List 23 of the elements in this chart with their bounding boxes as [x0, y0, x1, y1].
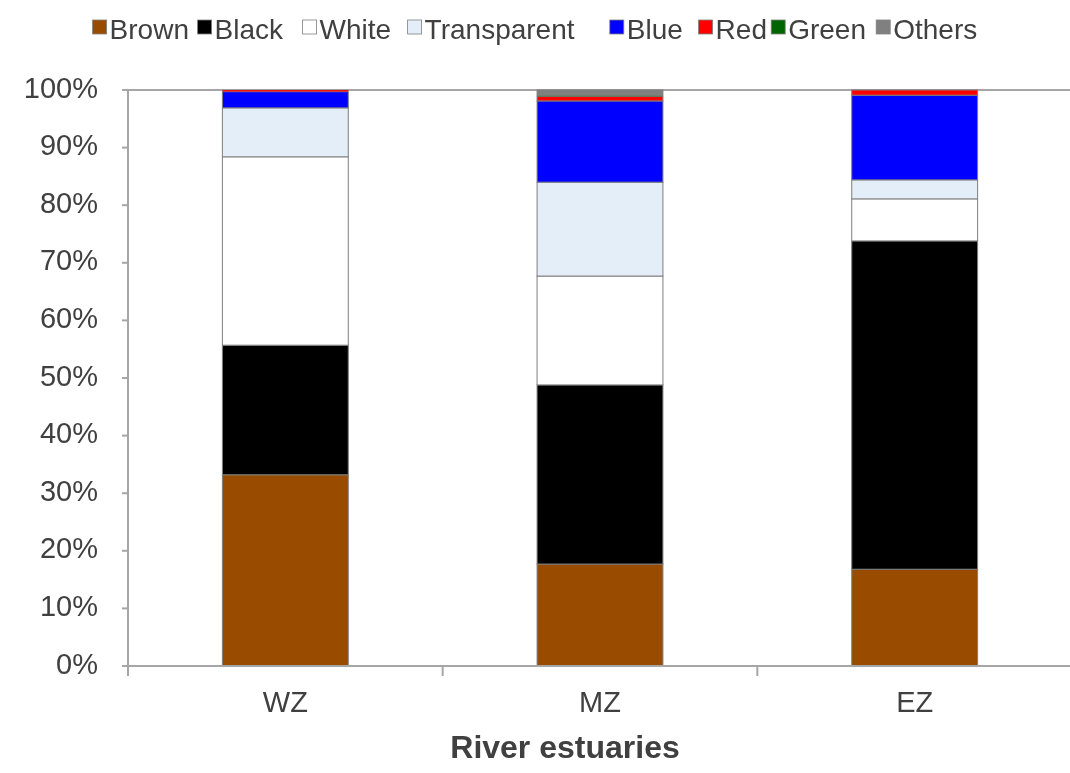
y-tick-label: 80%	[39, 186, 98, 219]
x-tick-label: WZ	[262, 686, 308, 718]
y-tick-label: 20%	[39, 532, 98, 565]
y-tick-label: 100%	[23, 71, 98, 104]
legend-label: White	[319, 14, 392, 46]
x-tick-label: EZ	[896, 686, 934, 718]
y-tick-label: 90%	[39, 129, 98, 162]
x-axis-title: River estuaries	[450, 729, 680, 765]
y-tick-label: 30%	[39, 474, 98, 507]
x-tick-label: MZ	[579, 686, 621, 718]
legend-label: Transparent	[424, 14, 575, 46]
y-tick-label: 70%	[39, 244, 98, 277]
legend-label: Blue	[626, 14, 683, 46]
y-tick-label: 0%	[56, 647, 98, 680]
y-tick-label: 10%	[39, 590, 98, 623]
legend-label: Others	[893, 14, 978, 46]
legend-label: Brown	[109, 14, 189, 46]
legend-label: Red	[715, 14, 767, 46]
legend-label: Black	[214, 14, 285, 46]
legend-label: Green	[788, 14, 867, 46]
y-tick-label: 60%	[39, 302, 98, 335]
y-tick-label: 50%	[39, 359, 98, 392]
y-tick-label: 40%	[39, 417, 98, 450]
